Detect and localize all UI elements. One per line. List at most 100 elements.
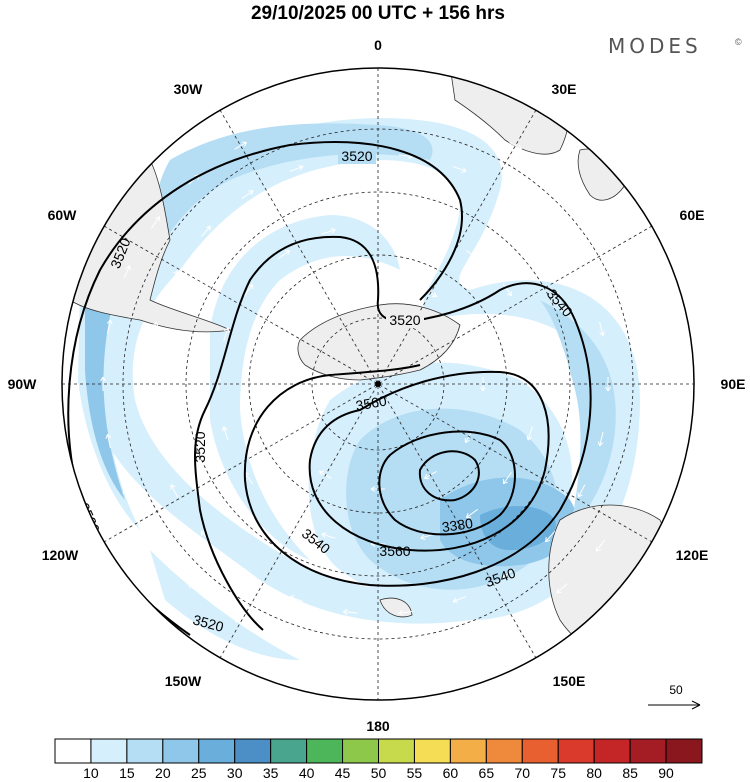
lon-label-30e: 30E: [552, 81, 577, 97]
wind-arrowhead: [597, 441, 604, 447]
wind-arrowhead: [277, 508, 284, 514]
colorbar-swatch: [485, 738, 523, 764]
wind-arrow: [645, 319, 649, 334]
wind-arrow: [502, 568, 515, 578]
wind-arrow: [452, 596, 467, 603]
wind-arrowhead: [188, 583, 194, 589]
wind-arrowhead: [502, 572, 508, 578]
colorbar-label: 45: [335, 765, 351, 781]
wind-arrowhead: [370, 486, 376, 492]
lon-label-150e: 150E: [553, 673, 586, 689]
wind-arrowhead: [330, 228, 336, 234]
wind-arrowhead: [644, 329, 651, 335]
colorbar-label: 25: [191, 765, 207, 781]
wind-arrow: [625, 489, 633, 503]
wind-arrowhead: [502, 478, 508, 485]
wind-arrowhead: [650, 386, 656, 392]
wind-arrow: [289, 596, 304, 603]
wind-arrow: [466, 508, 479, 518]
graticule: [62, 68, 694, 700]
colorbar-swatch: [557, 738, 595, 764]
colorbar-swatch: [593, 738, 631, 764]
colorbar-label: 70: [514, 765, 530, 781]
wind-arrow: [286, 642, 300, 649]
wind-arrowhead: [420, 534, 426, 540]
wind-arrow: [170, 270, 179, 284]
wind-arrowhead: [222, 426, 228, 432]
colorbar-swatch: [54, 738, 92, 764]
wind-arrowhead: [241, 141, 248, 147]
wind-arrow: [466, 250, 479, 260]
map-disc: 3520 3520 3520 3520 3520 3520 3540 3540 …: [62, 68, 694, 700]
colorbar-swatch: [162, 738, 200, 764]
lon-label-60e: 60E: [680, 207, 705, 223]
wind-arrow: [223, 327, 229, 342]
contour-label: 3520: [389, 312, 420, 328]
reference-vector-label: 50: [669, 683, 683, 697]
wind-arrowhead: [155, 216, 161, 222]
wind-arrowhead: [480, 386, 486, 392]
wind-arrow: [223, 426, 229, 441]
longitude-labels: 0 30E 60E 90E 120E 150E 180 150W 120W 90…: [8, 37, 746, 734]
wind-arrowhead: [294, 118, 301, 125]
latitude-circle-3: [185, 191, 571, 577]
wind-arrowhead: [289, 595, 295, 601]
contour-label: 3560: [379, 543, 410, 559]
wind-arrowhead: [464, 120, 471, 127]
wind-arrow: [502, 283, 512, 296]
wind-arrow: [151, 216, 161, 229]
modes-logo: MODES: [608, 34, 702, 58]
colorbar-label: 15: [119, 765, 135, 781]
copyright-mark: ©: [735, 37, 742, 47]
wind-arrow: [321, 229, 336, 235]
colorbar-label: 55: [407, 765, 423, 781]
wind-arrowhead: [270, 376, 276, 382]
wind-arrow: [599, 432, 604, 446]
wind-arrowhead: [321, 532, 327, 538]
colorbar-label: 80: [586, 765, 602, 781]
contour-label: 3520: [341, 148, 372, 164]
wind-arrow: [241, 190, 254, 200]
wind-arrow: [234, 141, 247, 150]
south-pole-marker: [375, 381, 381, 387]
wind-arrow: [123, 489, 131, 503]
wind-arrowhead: [643, 443, 650, 449]
wind-arrow: [556, 174, 568, 185]
wind-arrow: [289, 165, 304, 172]
wind-arrow: [399, 109, 414, 112]
wind-arrowhead: [526, 435, 532, 441]
contour-label: 3520: [192, 431, 208, 462]
lon-label-180: 180: [366, 718, 390, 734]
wind-arrow: [321, 533, 336, 539]
contour-3560: [308, 370, 550, 552]
wind-arrowhead: [472, 254, 479, 260]
wind-arrowhead: [556, 588, 562, 594]
lon-label-60w: 60W: [48, 207, 78, 223]
wind-arrow: [577, 484, 586, 498]
wind-arrowhead: [284, 249, 291, 256]
colorbar-swatch: [521, 738, 559, 764]
contour-3540: [243, 282, 592, 587]
land-australia: [548, 504, 671, 651]
wind-arrowhead: [429, 230, 435, 236]
wind-arrow: [286, 119, 300, 126]
wind-arrow: [545, 530, 556, 543]
contour-label-bg: [338, 148, 376, 164]
wind-arrow: [456, 119, 470, 126]
wind-arrowhead: [125, 265, 131, 271]
colorbar-swatch: [126, 738, 164, 764]
colorbar-label: 10: [83, 765, 99, 781]
wind-arrow: [152, 432, 157, 446]
contour-low-center: [418, 450, 480, 502]
wind-arrow: [234, 618, 247, 627]
wind-arrow: [625, 265, 633, 279]
wind-arrowhead: [100, 376, 106, 382]
colorbar-swatch: [378, 738, 415, 764]
wind-arrow: [599, 322, 604, 336]
contour-label: 3560: [354, 392, 388, 413]
map-boundary: [61, 67, 695, 701]
contour-inner-3520: [194, 235, 401, 631]
wind-arrowhead: [506, 290, 513, 297]
wind-arrowhead: [468, 332, 474, 339]
